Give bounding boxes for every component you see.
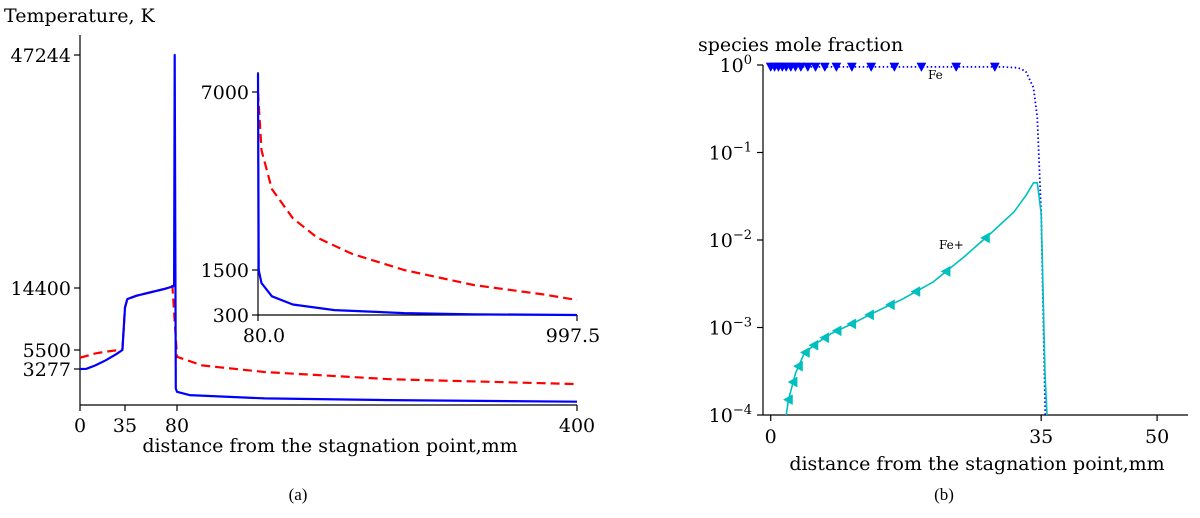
panel-b-marker-Fe+	[884, 299, 895, 311]
panel-b-marker-Fe+	[819, 332, 830, 344]
panel-a-xtick-label: 80	[165, 415, 189, 437]
panel-a-series-solid	[79, 53, 578, 403]
panel-b-marker-Fe	[831, 62, 842, 72]
inset-ytick-label: 1500	[201, 260, 249, 282]
panel-b-xtick-label: 35	[1029, 426, 1053, 448]
panel-a-ylabel: Temperature, K	[4, 5, 156, 27]
panel-b-ytick-label: 10−4	[709, 403, 752, 427]
panel-b-series-Fe	[765, 62, 1047, 415]
inset-y-ticks: 300 1500 7000	[201, 82, 258, 327]
panel-b-line-Fe+	[785, 182, 1048, 415]
panel-a-xtick-label: 0	[74, 415, 86, 437]
panel-b-x-ticks: 0 35 50	[765, 415, 1169, 448]
panel-b-marker-Fe+	[864, 309, 874, 321]
panel-b-series-Fe+	[780, 182, 1048, 431]
panel-a-ytick-label: 5500	[23, 340, 71, 362]
panel-b-marker-Fe+	[910, 286, 921, 298]
panel-b-marker-Fe+	[980, 232, 990, 244]
panel-b-ytick-label: 100	[720, 53, 752, 77]
panel-b-marker-Fe+	[793, 360, 803, 372]
panel-b-marker-Fe+	[799, 347, 810, 358]
panel-b-ytick-label: 10−2	[709, 228, 752, 252]
panel-b-marker-Fe	[889, 62, 900, 72]
panel-a-ytick-label: 14400	[11, 278, 71, 300]
panel-b-marker-Fe	[846, 62, 857, 72]
panel-a-xlabel: distance from the stagnation point,mm	[142, 435, 517, 457]
caption-a: (a)	[289, 485, 308, 504]
panel-a-xtick-label: 35	[113, 415, 137, 437]
panel-b-xtick-label: 50	[1145, 426, 1169, 448]
panel-b-marker-Fe	[810, 62, 821, 72]
inset-x-ticks: 80.0 997.5	[243, 315, 600, 347]
panel-a-series-dashed	[79, 284, 578, 386]
panel-b-marker-Fe	[916, 62, 927, 72]
inset-series-solid	[256, 73, 578, 317]
inset-ytick-label: 300	[213, 305, 249, 327]
inset-ytick-label: 7000	[201, 82, 249, 104]
panel-b-marker-Fe+	[787, 376, 798, 388]
annotation-fe: Fe	[928, 68, 943, 82]
inset-xtick-label: 997.5	[546, 325, 600, 347]
panel-b-ytick-label: 10−3	[709, 316, 752, 340]
panel-b-ylabel: species mole fraction	[698, 34, 903, 56]
panel-b-marker-Fe+	[782, 394, 793, 406]
panel-b-xlabel: distance from the stagnation point,mm	[789, 453, 1164, 475]
panel-b: species mole fraction 100 10−1 10−2 10−3 10−…	[698, 34, 1188, 504]
panel-b-xtick-label: 0	[765, 426, 777, 448]
panel-b-ytick-label: 10−1	[709, 141, 752, 165]
panel-b-marker-Fe	[795, 62, 806, 72]
panel-a-ytick-label: 47244	[11, 45, 71, 67]
inset-series-dashed	[256, 91, 578, 302]
panel-a-series	[79, 53, 578, 403]
panel-b-marker-Fe	[989, 62, 1000, 72]
panel-b-y-ticks: 100 10−1 10−2 10−3 10−4	[709, 53, 763, 427]
panel-b-marker-Fe	[819, 62, 830, 72]
panel-b-marker-Fe+	[940, 266, 951, 277]
panel-b-series	[765, 62, 1048, 431]
inset-xtick-label: 80.0	[243, 325, 285, 347]
panel-b-marker-Fe+	[846, 318, 857, 330]
inset-series	[256, 73, 578, 317]
annotation-fe-plus: Fe+	[939, 238, 964, 252]
panel-b-marker-Fe+	[831, 325, 842, 337]
panel-a-ytick-label: 3277	[23, 359, 71, 381]
panel-a-x-ticks: 0 35 80 400	[74, 405, 595, 437]
panel-b-line-Fe	[770, 66, 1047, 415]
panel-b-marker-Fe+	[808, 339, 819, 351]
panel-b-marker-Fe	[951, 62, 962, 72]
panel-b-marker-Fe+	[780, 421, 789, 431]
panel-a-inset: 300 1500 7000 80.0 997.5	[201, 72, 600, 347]
panel-b-marker-Fe	[866, 62, 877, 72]
panel-a-xtick-label: 400	[559, 415, 595, 437]
panel-b-marker-Fe	[802, 62, 813, 72]
caption-b: (b)	[934, 485, 954, 504]
